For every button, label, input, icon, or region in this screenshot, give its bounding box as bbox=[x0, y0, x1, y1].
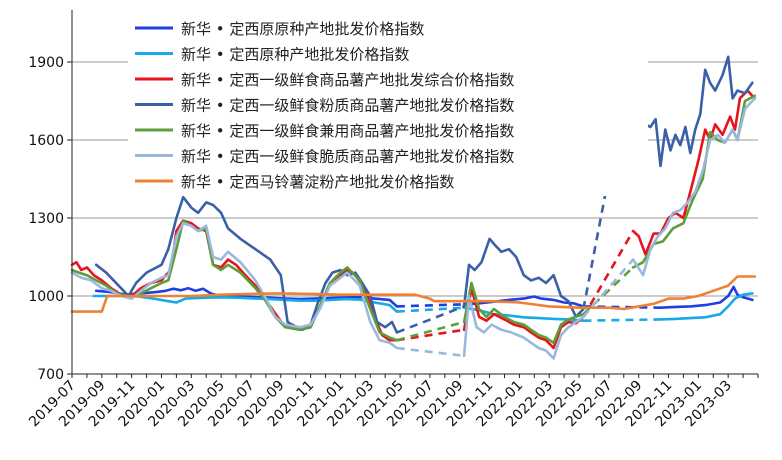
legend-label: 新华 • 定西一级鲜食粉质商品薯产地批发价格指数 bbox=[181, 97, 514, 115]
series-4-solid-segment bbox=[462, 281, 585, 345]
series-3-solid-segment bbox=[94, 195, 399, 334]
series-2-dashed-segment bbox=[396, 328, 465, 342]
y-tick-label: 1000 bbox=[28, 289, 64, 305]
series-2-solid-segment bbox=[631, 89, 757, 256]
series-6-solid-segment bbox=[70, 275, 757, 313]
series-1-solid-segment bbox=[462, 306, 585, 323]
series-3-solid-segment bbox=[635, 26, 754, 168]
series-6 bbox=[70, 275, 757, 313]
y-axis-ticks: 700 1000 1300 1600 1900 bbox=[28, 55, 72, 383]
legend-label: 新华 • 定西一级鲜食兼用商品薯产地批发价格指数 bbox=[181, 122, 514, 140]
series-3-dashed-segment bbox=[396, 305, 465, 334]
series-5-dashed-segment bbox=[582, 258, 635, 318]
legend-label: 新华 • 定西一级鲜食商品薯产地批发综合价格指数 bbox=[181, 71, 514, 89]
legend-label: 新华 • 定西一级鲜食脆质商品薯产地批发价格指数 bbox=[181, 148, 514, 166]
series-2-solid-segment bbox=[462, 286, 585, 350]
y-tick-label: 1600 bbox=[28, 133, 64, 149]
series-3-solid-segment bbox=[462, 237, 585, 319]
series-4-dashed-segment bbox=[396, 320, 465, 342]
series-5-solid-segment bbox=[631, 97, 757, 277]
y-tick-label: 1900 bbox=[28, 55, 64, 71]
y-tick-label: 1300 bbox=[28, 211, 64, 227]
series-0-dashed-segment bbox=[396, 303, 465, 308]
series-1-solid-segment bbox=[659, 292, 754, 321]
series-5 bbox=[70, 97, 757, 360]
series-5-solid-segment bbox=[462, 294, 585, 360]
y-tick-label: 700 bbox=[37, 367, 64, 383]
legend-label: 新华 • 定西马铃薯淀粉产地批发价格指数 bbox=[181, 173, 454, 191]
legend-label: 新华 • 定西原原种产地批发价格指数 bbox=[181, 20, 424, 38]
series-1 bbox=[92, 292, 754, 323]
series-4-dashed-segment bbox=[582, 266, 634, 316]
series-1-dashed-segment bbox=[396, 306, 465, 313]
legend-background bbox=[128, 10, 648, 196]
series-1-solid-segment bbox=[92, 294, 399, 313]
series-5-solid-segment bbox=[70, 221, 399, 350]
series-5-dashed-segment bbox=[396, 346, 465, 358]
legend-label: 新华 • 定西原种产地批发价格指数 bbox=[181, 46, 409, 64]
series-2-dashed-segment bbox=[582, 230, 635, 318]
